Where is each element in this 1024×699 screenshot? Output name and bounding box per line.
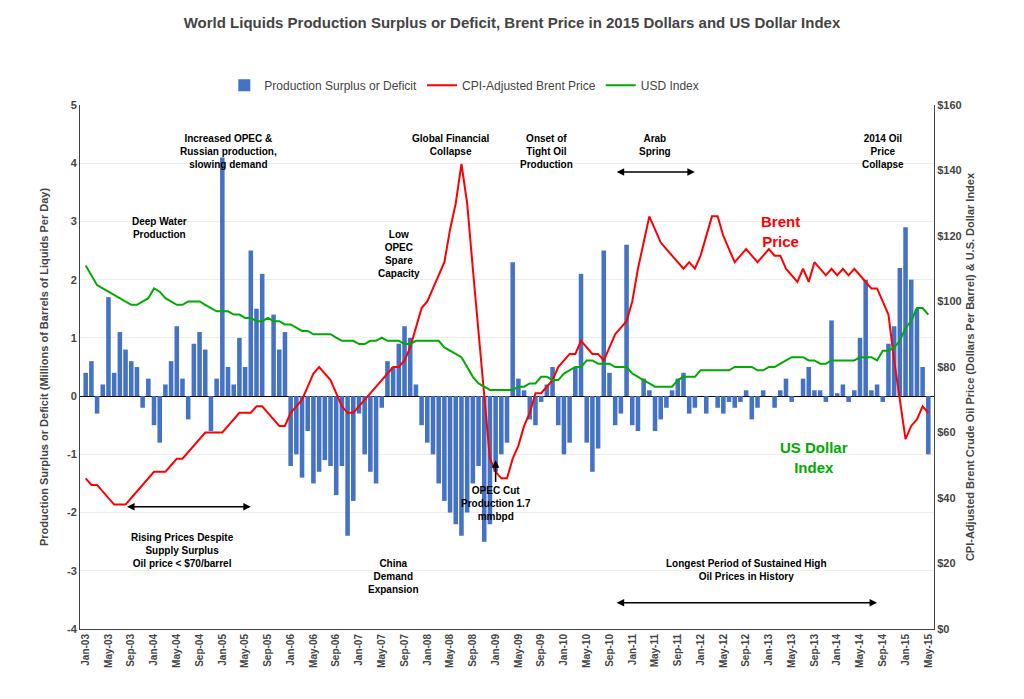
svg-text:Sep-11: Sep-11 [672,634,683,667]
svg-text:Jan-10: Jan-10 [558,634,569,666]
svg-text:-4: -4 [67,623,78,635]
svg-text:$140: $140 [937,164,961,176]
svg-text:CPI-Adjusted Brent Crude Oil P: CPI-Adjusted Brent Crude Oil Price (Doll… [964,172,976,561]
svg-text:ChinaDemandExpansion: ChinaDemandExpansion [368,558,419,595]
svg-text:Rising Prices DespiteSupply Su: Rising Prices DespiteSupply SurplusOil p… [131,532,234,569]
svg-text:Sep-03: Sep-03 [125,634,136,667]
svg-text:May-13: May-13 [786,634,797,668]
svg-text:Jan-08: Jan-08 [422,634,433,666]
svg-text:Jan-11: Jan-11 [627,634,638,666]
svg-text:Sep-10: Sep-10 [604,634,615,667]
svg-text:CPI-Adjusted Brent Price: CPI-Adjusted Brent Price [462,79,596,93]
svg-text:Longest Period of Sustained Hi: Longest Period of Sustained HighOil Pric… [666,558,827,582]
svg-text:Global FinancialCollapse: Global FinancialCollapse [412,133,489,157]
svg-text:Production Surplus or Deficit: Production Surplus or Deficit (Millions … [38,188,50,546]
svg-text:Onset ofTight OilProduction: Onset ofTight OilProduction [520,133,573,170]
svg-text:$40: $40 [937,492,955,504]
svg-text:$160: $160 [937,99,961,111]
svg-text:2: 2 [71,274,77,286]
svg-text:May-11: May-11 [649,634,660,668]
svg-text:Sep-04: Sep-04 [194,634,205,667]
svg-text:-3: -3 [67,565,77,577]
svg-text:Sep-14: Sep-14 [877,634,888,667]
svg-text:Jan-06: Jan-06 [285,634,296,666]
svg-text:2014 OilPriceCollapse: 2014 OilPriceCollapse [862,133,904,170]
svg-text:$120: $120 [937,230,961,242]
svg-text:May-05: May-05 [239,634,250,668]
svg-text:Jan-12: Jan-12 [695,634,706,666]
svg-text:-1: -1 [67,448,77,460]
svg-text:May-06: May-06 [308,634,319,668]
svg-text:$20: $20 [937,557,955,569]
svg-text:Sep-13: Sep-13 [809,634,820,667]
svg-text:Sep-12: Sep-12 [740,634,751,667]
svg-text:May-07: May-07 [376,634,387,668]
svg-text:ArabSpring: ArabSpring [639,133,671,157]
svg-text:May-12: May-12 [718,634,729,668]
svg-text:May-10: May-10 [581,634,592,668]
svg-text:Sep-08: Sep-08 [467,634,478,667]
svg-text:May-14: May-14 [854,634,865,668]
svg-text:4: 4 [71,157,78,169]
svg-text:$0: $0 [937,623,949,635]
svg-text:$100: $100 [937,295,961,307]
svg-text:Jan-14: Jan-14 [831,634,842,666]
svg-text:USD Index: USD Index [641,79,699,93]
svg-text:Jan-03: Jan-03 [80,634,91,666]
svg-text:US DollarIndex: US DollarIndex [780,439,848,476]
svg-text:Jan-07: Jan-07 [353,634,364,666]
svg-text:May-15: May-15 [923,634,934,668]
svg-text:BrentPrice: BrentPrice [761,213,800,250]
svg-text:Sep-05: Sep-05 [262,634,273,667]
svg-text:$60: $60 [937,426,955,438]
svg-text:3: 3 [71,215,77,227]
svg-text:Deep WaterProduction: Deep WaterProduction [132,216,187,240]
svg-text:0: 0 [71,390,77,402]
svg-text:LowOPECSpareCapacity: LowOPECSpareCapacity [378,229,420,279]
svg-text:Increased OPEC &Russian produc: Increased OPEC &Russian production,slowi… [180,133,277,170]
svg-text:Jan-04: Jan-04 [148,634,159,666]
svg-text:May-03: May-03 [103,634,114,668]
svg-text:May-04: May-04 [171,634,182,668]
svg-text:Jan-15: Jan-15 [900,634,911,666]
svg-text:Jan-13: Jan-13 [763,634,774,666]
svg-text:Jan-05: Jan-05 [217,634,228,666]
svg-text:Sep-07: Sep-07 [399,634,410,667]
svg-text:May-08: May-08 [444,634,455,668]
svg-text:Production Surplus or Deficit: Production Surplus or Deficit [264,79,417,93]
svg-text:OPEC CutProduction 1.7mmbpd: OPEC CutProduction 1.7mmbpd [461,485,531,522]
svg-text:1: 1 [71,332,77,344]
svg-text:World Liquids Production Surpl: World Liquids Production Surplus or Defi… [184,14,841,31]
svg-text:May-09: May-09 [513,634,524,668]
svg-text:Sep-09: Sep-09 [535,634,546,667]
svg-text:5: 5 [71,99,77,111]
svg-text:-2: -2 [67,506,77,518]
svg-text:Sep-06: Sep-06 [330,634,341,667]
svg-text:Jan-09: Jan-09 [490,634,501,666]
svg-text:$80: $80 [937,361,955,373]
